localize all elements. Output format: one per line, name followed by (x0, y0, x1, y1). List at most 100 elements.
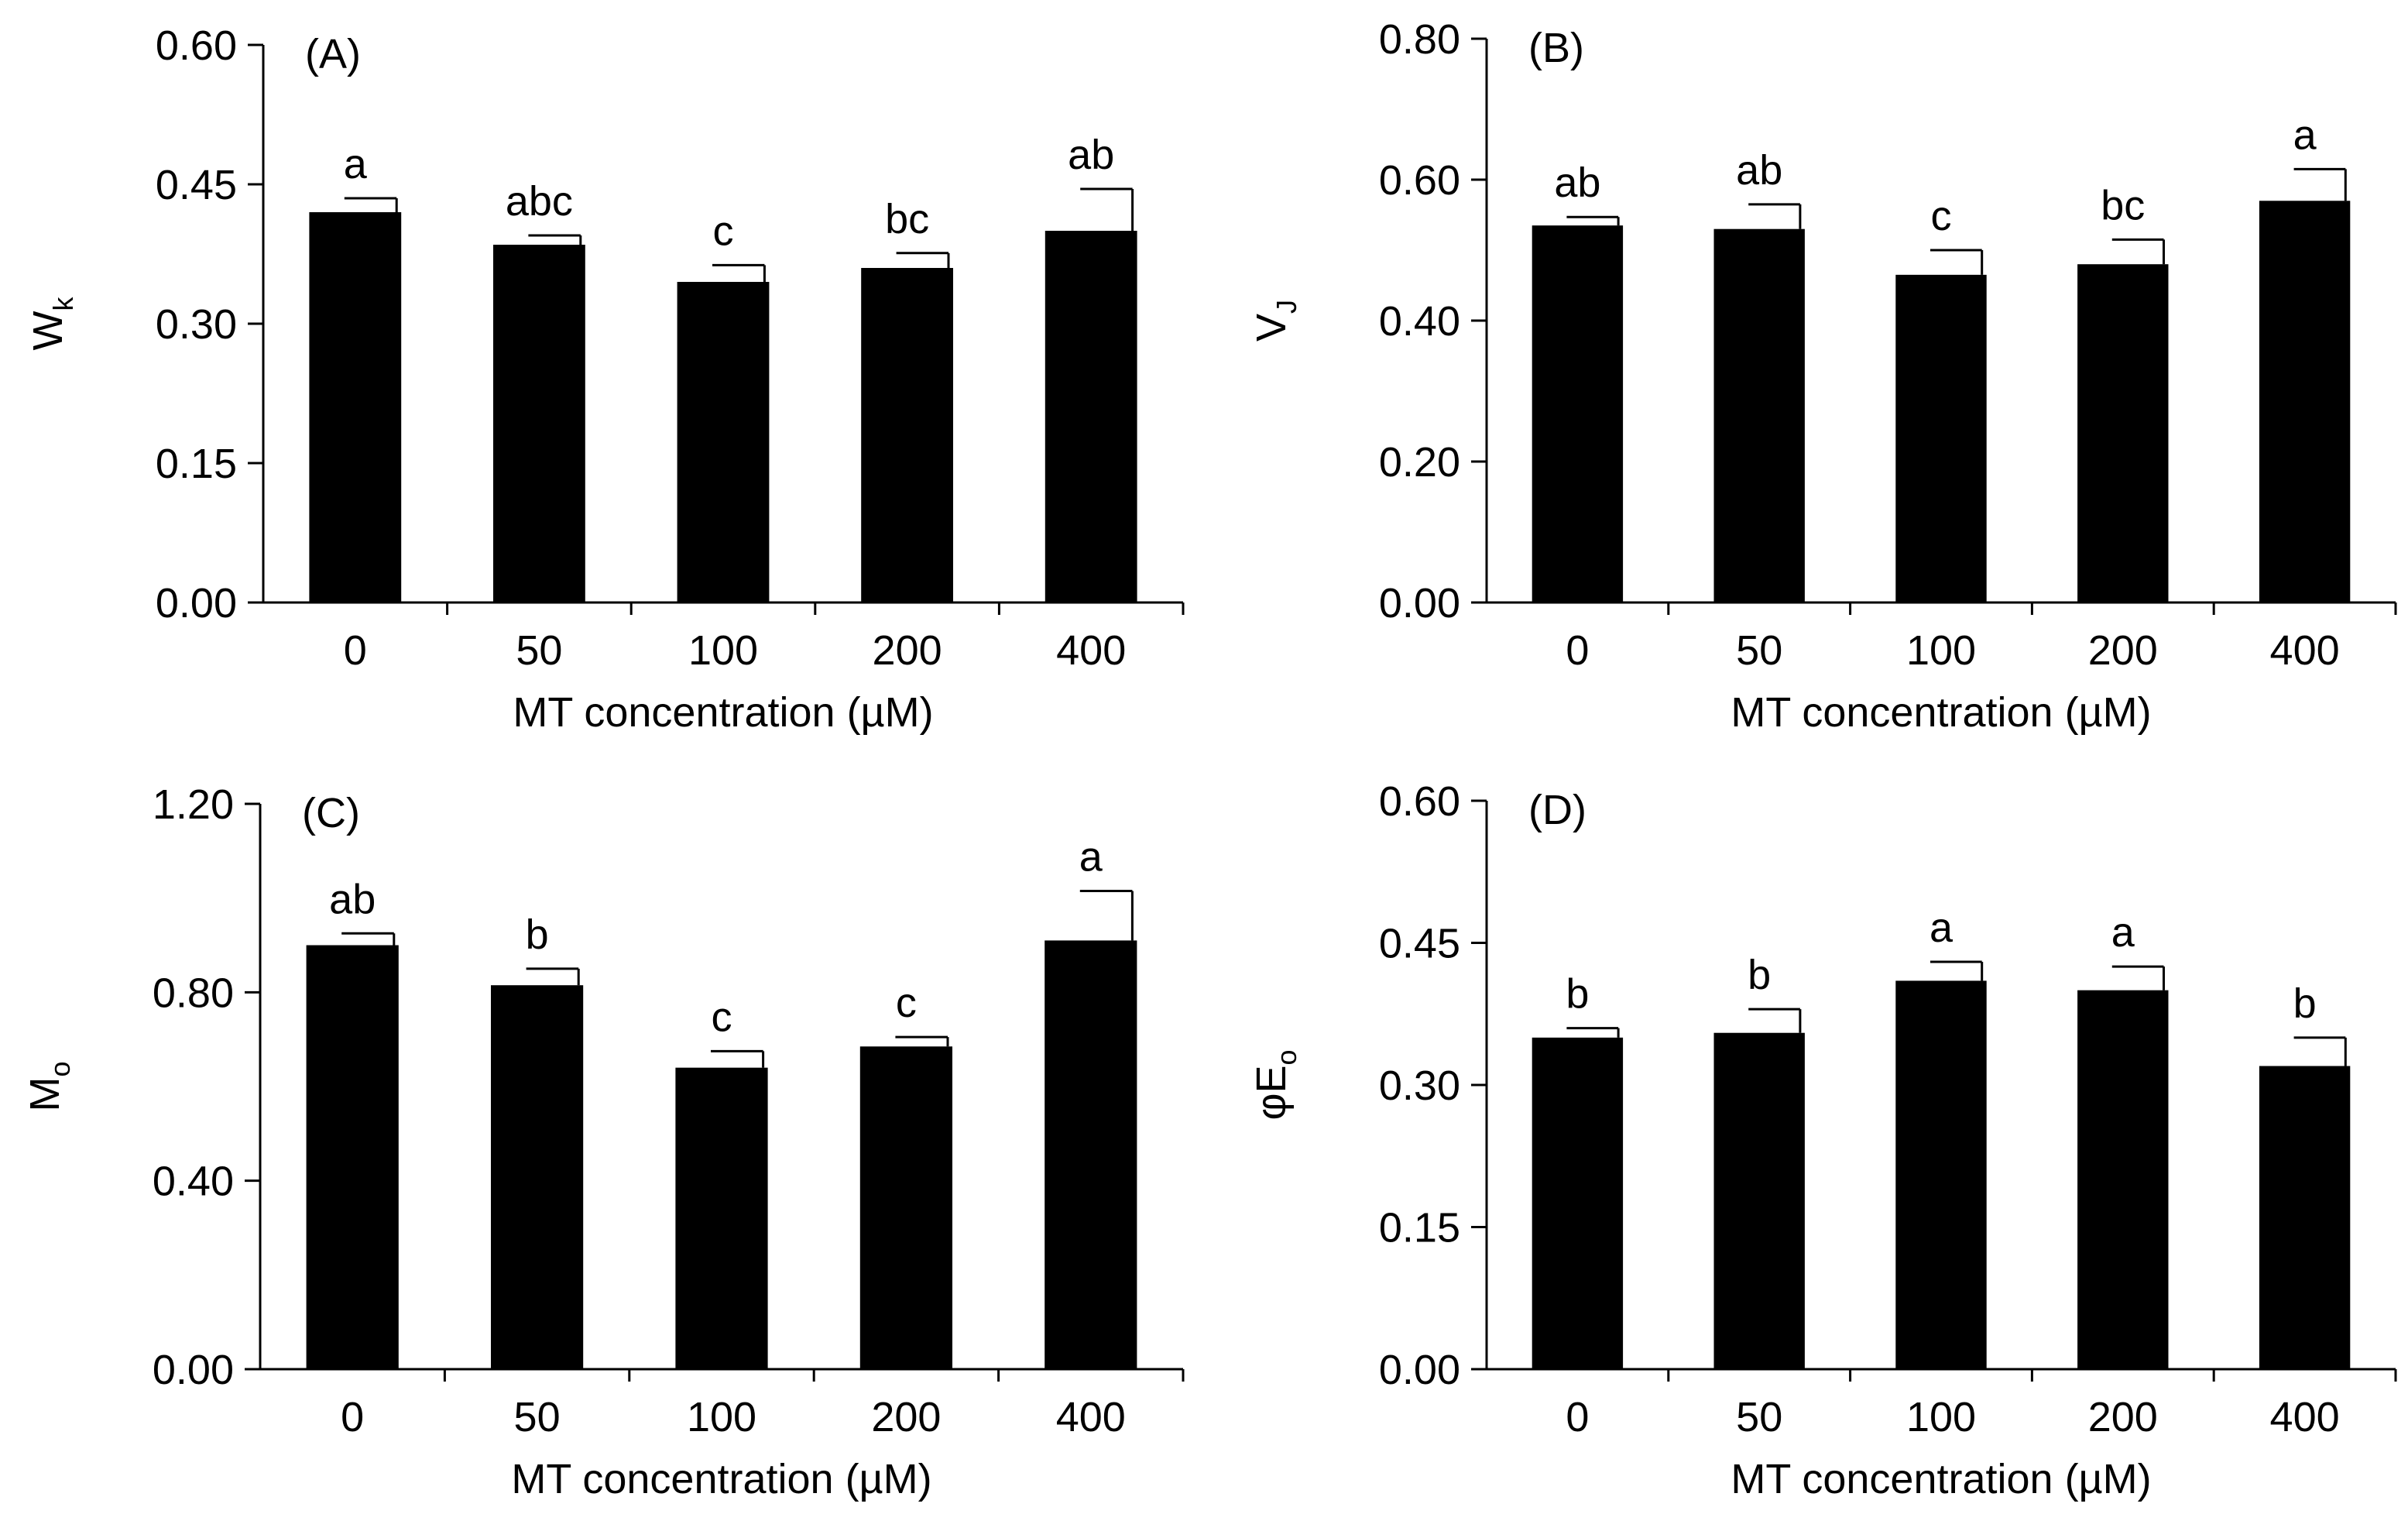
panel-label: (C) (302, 790, 360, 836)
bar (1532, 225, 1624, 602)
y-axis-title-main: M (22, 1077, 68, 1112)
x-tick-label: 400 (1056, 627, 1126, 674)
x-tick-label: 400 (2270, 627, 2340, 674)
bar (2259, 201, 2351, 602)
bar (1713, 228, 1805, 602)
significance-letter: c (896, 980, 917, 1026)
x-tick-label: 200 (2088, 1394, 2158, 1440)
panel-a: 0.00 0.15 0.30 0.45 0.60 a 0 abc 50 c 100 bc 200 ab 40… (25, 22, 1185, 736)
significance-letter: ab (329, 876, 376, 922)
significance-letter: ab (1736, 147, 1782, 194)
significance-letter: ab (1068, 132, 1114, 178)
x-tick-label: 100 (1906, 1394, 1976, 1440)
significance-letter: a (344, 141, 368, 187)
x-tick-label: 400 (1056, 1394, 1126, 1440)
significance-letter: a (1929, 905, 1953, 951)
y-tick-label: 0.20 (1379, 439, 1460, 486)
y-tick-label: 0.45 (1379, 921, 1460, 967)
significance-letter: b (526, 911, 549, 958)
y-axis-title: φEo (1248, 1049, 1302, 1120)
y-tick-label: 0.60 (1379, 778, 1460, 825)
y-axis-title: Wk (25, 297, 79, 351)
y-tick-label: 0.80 (1379, 16, 1460, 63)
y-tick-label: 0.00 (1379, 580, 1460, 627)
x-tick-label: 400 (2270, 1394, 2340, 1440)
bar (1895, 980, 1987, 1369)
significance-letter: abc (506, 178, 573, 225)
y-axis-title-subscript: o (44, 1061, 76, 1076)
x-tick-label: 0 (1566, 1394, 1589, 1440)
bar (675, 1067, 768, 1369)
y-tick-label: 0.00 (1379, 1347, 1460, 1393)
bar (859, 1046, 952, 1369)
x-tick-label: 50 (1736, 1394, 1782, 1440)
x-axis-title: MT concentration (µM) (513, 689, 933, 736)
bar (493, 245, 585, 602)
panel-d: 0.00 0.15 0.30 0.45 0.60 b 0 b 50 a 100 a 200 b 400 MT … (1248, 778, 2397, 1502)
x-tick-label: 0 (344, 627, 367, 674)
y-axis-title-main: V (1248, 314, 1295, 342)
x-tick-label: 100 (688, 627, 758, 674)
x-tick-label: 0 (341, 1394, 364, 1440)
significance-letter: a (2293, 112, 2317, 158)
y-tick-label: 0.60 (156, 22, 237, 69)
x-tick-label: 100 (687, 1394, 756, 1440)
bar (2077, 264, 2169, 602)
bar (491, 985, 584, 1369)
bar (861, 268, 953, 602)
y-tick-label: 0.45 (156, 162, 237, 208)
y-tick-label: 0.80 (153, 970, 234, 1016)
y-axis-title-main: φE (1248, 1065, 1295, 1120)
panel-label: (A) (305, 31, 361, 77)
y-tick-label: 1.20 (153, 781, 234, 828)
y-axis-title-subscript: J (1271, 300, 1302, 314)
x-tick-label: 100 (1906, 627, 1976, 674)
panel-label: (B) (1528, 25, 1584, 71)
significance-letter: bc (885, 196, 929, 242)
x-axis-title: MT concentration (µM) (1731, 689, 2151, 736)
y-tick-label: 0.30 (156, 301, 237, 348)
bar (1044, 940, 1137, 1369)
y-axis-title: Mo (22, 1061, 76, 1111)
y-axis-title-subscript: o (1271, 1049, 1302, 1065)
x-tick-label: 200 (873, 627, 942, 674)
bar (309, 212, 402, 602)
panel-c: 0.00 0.40 0.80 1.20 ab 0 b 50 c 100 c 200 a 400 MT con… (22, 781, 1185, 1502)
significance-letter: a (1079, 834, 1103, 881)
significance-letter: c (712, 994, 732, 1040)
panel-label: (D) (1528, 787, 1586, 833)
significance-letter: b (2293, 980, 2317, 1027)
significance-letter: b (1566, 971, 1589, 1018)
y-axis-title-subscript: k (47, 297, 79, 311)
significance-letter: b (1748, 952, 1771, 998)
significance-letter: c (713, 208, 734, 254)
significance-letter: ab (1554, 160, 1600, 206)
x-axis-title: MT concentration (µM) (511, 1456, 931, 1502)
y-tick-label: 0.15 (1379, 1205, 1460, 1251)
bar (1532, 1037, 1624, 1369)
x-tick-label: 200 (871, 1394, 941, 1440)
y-tick-label: 0.60 (1379, 157, 1460, 204)
x-tick-label: 200 (2088, 627, 2158, 674)
bar (677, 282, 770, 602)
y-tick-label: 0.40 (153, 1159, 234, 1205)
y-tick-label: 0.00 (156, 580, 237, 627)
bar (1044, 231, 1137, 602)
bar (2259, 1066, 2351, 1369)
x-axis-title: MT concentration (µM) (1731, 1456, 2151, 1502)
significance-letter: bc (2101, 182, 2145, 228)
x-tick-label: 50 (516, 627, 562, 674)
x-tick-label: 50 (514, 1394, 561, 1440)
panel-b: 0.00 0.20 0.40 0.60 0.80 ab 0 ab 50 c 100 bc 200 a 400… (1248, 16, 2397, 736)
y-axis-title-main: W (25, 311, 71, 350)
y-tick-label: 0.30 (1379, 1063, 1460, 1109)
y-axis-title: VJ (1248, 300, 1302, 342)
bar (1713, 1032, 1805, 1369)
significance-letter: c (1931, 193, 1952, 239)
bar (1895, 274, 1987, 602)
x-tick-label: 0 (1566, 627, 1589, 674)
y-tick-label: 0.40 (1379, 298, 1460, 345)
y-tick-label: 0.15 (156, 441, 237, 487)
significance-letter: a (2111, 909, 2135, 956)
